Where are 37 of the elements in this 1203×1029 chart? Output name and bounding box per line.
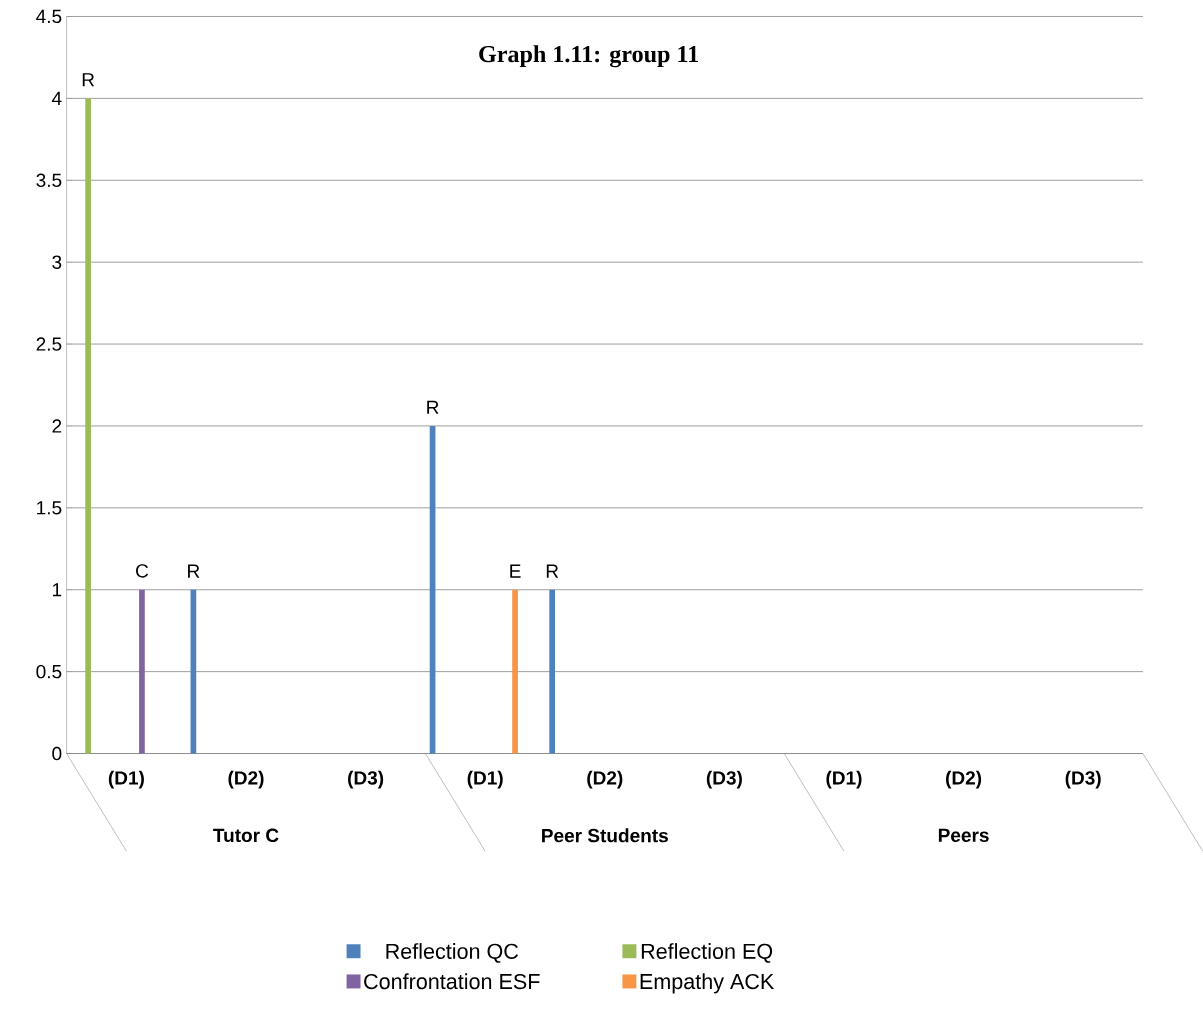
y-tick-label: 3.5 — [36, 173, 62, 188]
data-label: C — [136, 564, 149, 578]
text: Peers — [938, 828, 989, 843]
legend-label: Confrontation ESF — [364, 973, 540, 990]
x-tick-label: (D1) — [467, 770, 503, 789]
bar — [139, 589, 145, 754]
y-tick-label: 4.5 — [36, 9, 62, 24]
data-label: R — [427, 400, 439, 414]
bar — [549, 589, 556, 754]
y-tick-label: 3 — [52, 255, 62, 269]
y-tick-label: 1 — [52, 583, 62, 597]
bar — [512, 589, 518, 754]
y-tick-label: 2.5 — [36, 337, 62, 351]
x-tick-label: (D1) — [826, 770, 862, 789]
data-label: R — [82, 73, 95, 87]
data-label: R — [188, 564, 200, 578]
x-tick-label: (D3) — [348, 770, 384, 789]
y-tick-label: 0.5 — [36, 664, 62, 679]
y-tick-label: 4 — [51, 91, 62, 106]
legend-label: Empathy ACK — [640, 973, 775, 994]
y-tick-label: 2 — [52, 419, 62, 433]
data-label: R — [546, 564, 559, 578]
bar — [85, 98, 91, 754]
text: Peer Students — [542, 828, 668, 843]
x-tick-label: (D1) — [108, 770, 144, 789]
x-tick-label: (D3) — [706, 770, 742, 789]
text: Tutor C — [213, 828, 279, 843]
x-tick-label: (D2) — [587, 770, 623, 789]
x-tick-label: (D2) — [228, 770, 264, 789]
x-tick-label: (D2) — [946, 770, 982, 789]
text: Graph 1.11: group 11 — [479, 45, 698, 68]
legend-label: Reflection QC — [386, 943, 519, 963]
y-tick-label: 1.5 — [37, 501, 62, 515]
legend-label: Reflection EQ — [641, 943, 773, 963]
y-tick-label: 0 — [52, 746, 62, 761]
data-label: E — [510, 564, 521, 578]
x-tick-label: (D3) — [1065, 770, 1101, 789]
